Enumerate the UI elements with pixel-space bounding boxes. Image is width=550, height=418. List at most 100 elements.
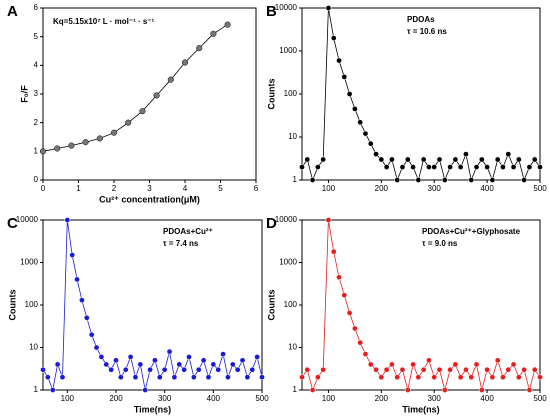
panel-label: D <box>266 215 277 232</box>
data-point <box>229 361 236 368</box>
data-point <box>167 76 174 83</box>
data-point <box>259 374 265 381</box>
data-point <box>69 252 76 258</box>
data-point <box>309 177 316 183</box>
data-point <box>200 357 207 364</box>
data-point <box>389 361 395 368</box>
data-point <box>399 366 406 373</box>
data-point <box>254 354 260 360</box>
data-point <box>210 361 217 368</box>
data-point <box>362 130 369 137</box>
data-point <box>336 274 342 281</box>
data-point <box>98 354 105 360</box>
x-tick-label: 500 <box>533 394 547 403</box>
data-point <box>441 177 448 183</box>
data-point <box>521 177 527 183</box>
y-tick-label: 100 <box>25 300 39 309</box>
y-tick-label: 3 <box>34 89 39 98</box>
y-tick-label: 1 <box>293 175 298 184</box>
data-point <box>210 30 217 37</box>
data-point <box>452 156 459 163</box>
data-point <box>54 145 61 152</box>
x-tick-label: 2 <box>112 184 117 193</box>
data-point <box>367 361 374 368</box>
data-point <box>436 366 443 373</box>
data-point <box>531 366 538 373</box>
data-point <box>457 164 464 170</box>
data-point <box>315 164 321 170</box>
data-point <box>500 164 506 170</box>
y-axis-label: F₀/F <box>19 85 29 103</box>
data-point <box>142 387 149 393</box>
data-point <box>484 164 490 170</box>
data-point <box>79 297 85 304</box>
y-tick-label: 10000 <box>16 215 39 224</box>
y-tick-label: 0 <box>34 175 39 184</box>
data-point <box>531 156 538 163</box>
data-point <box>88 331 95 338</box>
data-point <box>489 374 496 381</box>
y-tick-label: 10000 <box>275 3 298 12</box>
data-point <box>39 148 47 155</box>
x-axis-label: Time(ns) <box>402 404 439 414</box>
data-point <box>304 366 311 373</box>
data-point <box>110 129 118 136</box>
data-point <box>40 366 46 373</box>
x-tick-label: 500 <box>533 184 547 193</box>
data-point <box>463 366 469 373</box>
data-point <box>394 374 401 381</box>
y-axis-label: Counts <box>7 290 17 321</box>
data-point <box>325 5 332 11</box>
data-point <box>420 156 427 163</box>
data-point <box>383 366 390 373</box>
x-tick-label: 300 <box>428 184 442 193</box>
x-tick-label: 0 <box>41 184 46 193</box>
data-point <box>521 366 527 373</box>
series-line <box>301 7 541 182</box>
data-point <box>137 361 144 368</box>
data-point <box>373 151 379 157</box>
data-point <box>330 248 337 255</box>
data-point <box>341 74 348 80</box>
panel-label: B <box>266 3 277 20</box>
data-point <box>315 374 321 381</box>
data-point <box>118 374 124 381</box>
data-point <box>357 119 364 126</box>
data-point <box>341 292 348 299</box>
y-tick-label: 10 <box>288 343 297 352</box>
annotation: τ = 10.6 ns <box>407 27 447 36</box>
data-point <box>54 361 61 368</box>
x-tick-label: 3 <box>147 184 152 193</box>
data-point <box>389 156 395 163</box>
y-tick-label: 100 <box>284 89 298 98</box>
data-point <box>431 164 438 170</box>
data-point <box>299 164 305 170</box>
data-point <box>330 35 337 41</box>
y-tick-label: 5 <box>34 32 39 41</box>
series-line <box>301 219 541 392</box>
y-tick-label: 1 <box>293 385 298 394</box>
y-tick-label: 1 <box>34 385 39 394</box>
data-point <box>181 59 189 66</box>
annotation: PDOAs+Cu²⁺ <box>163 227 213 236</box>
data-point <box>447 164 453 170</box>
data-point <box>463 151 469 157</box>
data-point <box>505 151 512 157</box>
data-point <box>122 366 129 373</box>
data-point <box>468 177 475 183</box>
data-point <box>473 361 480 368</box>
y-tick-label: 10 <box>29 343 38 352</box>
y-tick-label: 2 <box>34 118 39 127</box>
data-point <box>494 156 501 163</box>
panel-label: C <box>7 215 18 232</box>
x-tick-label: 6 <box>254 184 259 193</box>
x-tick-label: 400 <box>480 394 494 403</box>
data-point <box>494 357 501 364</box>
data-point <box>225 374 231 381</box>
data-point <box>426 164 432 170</box>
data-point <box>220 351 226 357</box>
data-point <box>96 135 103 142</box>
data-point <box>93 344 100 351</box>
y-tick-label: 1000 <box>279 258 297 267</box>
data-point <box>373 366 379 373</box>
